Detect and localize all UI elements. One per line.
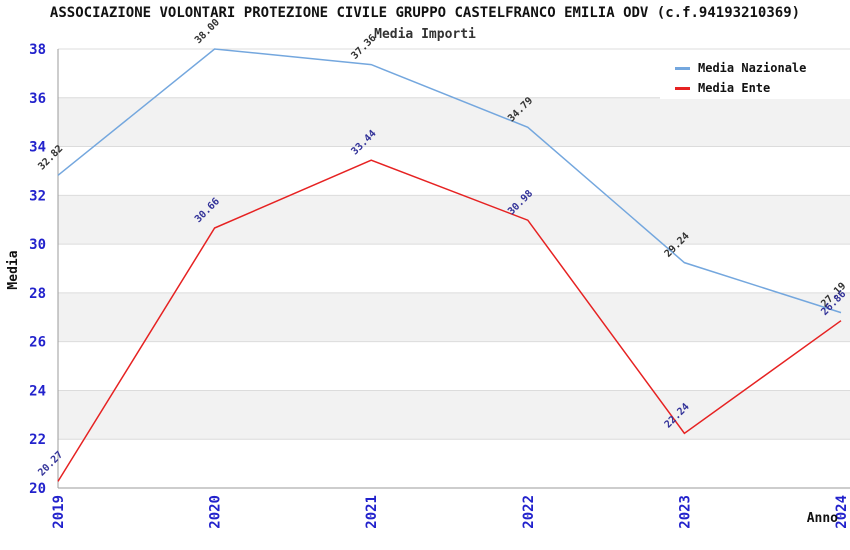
series-line-media-ente bbox=[57, 159, 842, 482]
x-tick-label: 2020 bbox=[208, 495, 224, 529]
plot-band bbox=[58, 195, 850, 245]
y-tick-label: 38 bbox=[29, 42, 46, 58]
series-line-media-nazionale bbox=[57, 48, 842, 314]
plot-band bbox=[58, 439, 850, 488]
plot-band bbox=[58, 97, 850, 147]
y-tick-label: 32 bbox=[29, 188, 46, 204]
y-tick-label: 28 bbox=[29, 286, 46, 302]
legend: Media Nazionale Media Ente bbox=[660, 52, 850, 99]
y-axis-title: Media bbox=[6, 250, 21, 290]
chart-title: ASSOCIAZIONE VOLONTARI PROTEZIONE CIVILE… bbox=[49, 5, 801, 21]
y-tick-label: 30 bbox=[29, 237, 46, 253]
x-tick-label: 2024 bbox=[834, 495, 850, 529]
legend-label-media-ente: Media Ente bbox=[698, 81, 771, 95]
y-tick-label: 20 bbox=[29, 481, 46, 497]
plot-band bbox=[58, 244, 850, 293]
chart-subtitle: Media Importi bbox=[374, 27, 476, 42]
legend-label-media-nazionale: Media Nazionale bbox=[698, 61, 807, 75]
media-nazionale-line-swatch-icon bbox=[675, 66, 690, 70]
plot-band bbox=[58, 146, 850, 196]
y-tick-label: 24 bbox=[29, 383, 46, 399]
y-tick-label: 22 bbox=[29, 432, 46, 448]
y-tick-label: 36 bbox=[29, 91, 46, 107]
x-axis-title: Anno bbox=[806, 511, 838, 526]
legend-item-media-nazionale: Media Nazionale bbox=[675, 58, 850, 78]
plot-band bbox=[58, 390, 850, 440]
y-tick-label: 34 bbox=[29, 140, 46, 156]
x-tick-label: 2019 bbox=[51, 495, 67, 529]
x-tick-label: 2022 bbox=[521, 495, 537, 529]
plot-band bbox=[58, 292, 850, 342]
y-tick-label: 26 bbox=[29, 335, 46, 351]
media-ente-line-swatch-icon bbox=[675, 86, 690, 90]
x-tick-label: 2021 bbox=[364, 495, 380, 529]
legend-item-media-ente: Media Ente bbox=[675, 78, 850, 98]
x-tick-label: 2023 bbox=[677, 495, 693, 529]
plot-band bbox=[58, 341, 850, 391]
